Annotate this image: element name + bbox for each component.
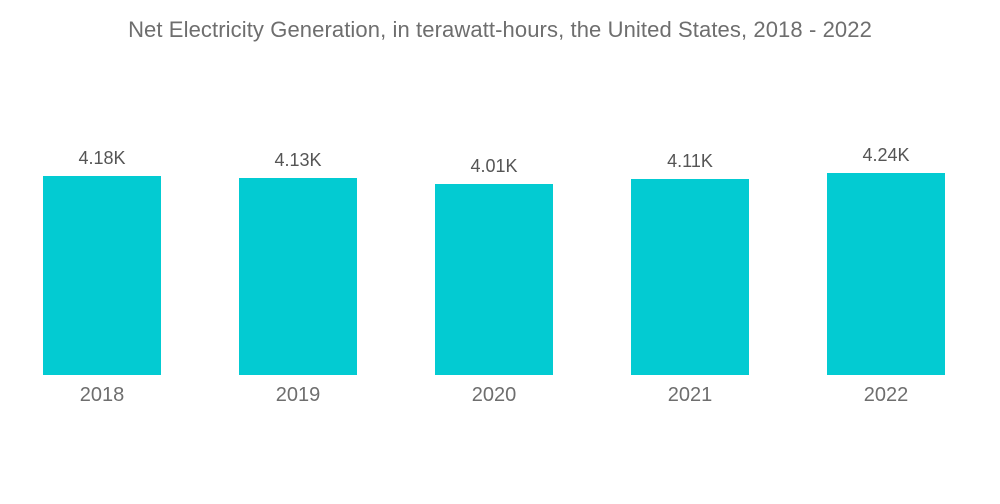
bar-group-2020: 4.01K	[435, 156, 553, 375]
bar-value-label: 4.18K	[78, 148, 126, 168]
x-axis-label: 2021	[667, 384, 713, 406]
bar-2021	[631, 179, 749, 375]
bar-value-label: 4.01K	[470, 156, 518, 176]
bar-2022	[827, 173, 945, 375]
bar-2018	[43, 176, 161, 375]
bar-group-2019: 4.13K	[239, 150, 357, 375]
bar-2019	[239, 178, 357, 375]
bar-value-label: 4.24K	[862, 145, 910, 165]
bar-value-label: 4.11K	[667, 151, 713, 171]
bar-plot-area: 4.18K 4.13K 4.01K 4.11K 4.24K	[43, 42, 945, 375]
bar-group-2021: 4.11K	[631, 151, 749, 375]
x-axis-label: 2018	[79, 384, 125, 406]
chart-page: Net Electricity Generation, in terawatt-…	[43, 17, 945, 407]
bar-group-2018: 4.18K	[43, 148, 161, 375]
chart-plot-wrap: 4.18K 4.13K 4.01K 4.11K 4.24K 2018 2019 2020 20…	[43, 42, 945, 407]
x-axis-label: 2019	[275, 384, 321, 406]
bar-value-label: 4.13K	[274, 150, 322, 170]
bar-2020	[435, 184, 553, 375]
x-axis-labels: 2018 2019 2020 2021 2022	[43, 384, 945, 407]
x-axis-label: 2022	[863, 384, 909, 406]
x-axis-label: 2020	[471, 384, 517, 406]
chart-title: Net Electricity Generation, in terawatt-…	[128, 17, 872, 42]
bar-group-2022: 4.24K	[827, 145, 945, 375]
